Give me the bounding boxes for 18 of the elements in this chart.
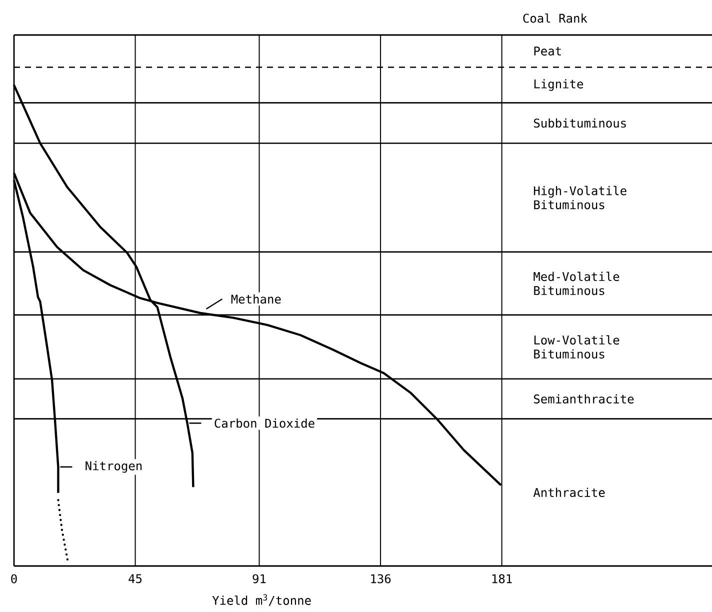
annotation: Lignite <box>534 79 584 91</box>
legend-label: Nitrogen <box>86 461 142 473</box>
annotation: High-Volatile Bituminous <box>534 186 626 210</box>
annotation: Med-Volatile Bituminous <box>534 272 620 296</box>
text: Peat <box>534 46 561 56</box>
annotation: Anthracite <box>533 488 605 498</box>
annotation: Semianthracite <box>534 394 634 404</box>
text: Coal Rank <box>523 13 588 23</box>
x-tick-label: 136 <box>371 574 391 584</box>
x-tick-label: 181 <box>492 574 512 584</box>
x-tick-label: 91 <box>252 574 266 584</box>
legend-label: Methane <box>231 294 281 304</box>
x-tick-label: 0 <box>11 574 17 584</box>
x-axis-title: Yield m$^{3}$/tonne <box>212 594 311 606</box>
x-tick-label: 45 <box>128 574 142 584</box>
legend-label: Carbon Dioxide <box>214 418 314 428</box>
annotation: Subbituminous <box>534 118 626 128</box>
annotation: Low-Volatile Bituminous <box>534 335 620 359</box>
